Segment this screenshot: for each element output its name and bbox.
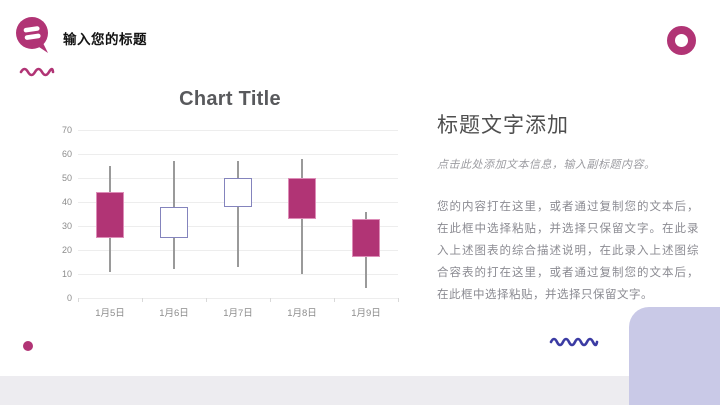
y-tick-label: 60 [61,149,72,159]
corner-rectangle-decoration [629,307,720,405]
y-tick-label: 10 [61,269,72,279]
panel-body-placeholder[interactable]: 您的内容打在这里，或者通过复制您的文本后，在此框中选择粘贴，并选择只保留文字。在… [437,201,699,301]
chart-title: Chart Title [179,88,281,110]
gridline [78,130,398,131]
chart-plot-area: 0 10 20 30 40 50 60 70 1月5日 1月6日 1月7日 1月8日 1月9日 [62,125,399,319]
slide-title-placeholder[interactable]: 输入您的标题 [63,31,147,47]
blue-squiggle-decoration [549,331,599,354]
candle-body [352,218,380,258]
magenta-dot-decoration [23,341,33,351]
pink-squiggle-decoration [19,62,55,83]
donut-circle-decoration [667,26,696,55]
y-tick-label: 0 [66,293,72,303]
y-tick-label: 50 [61,173,72,183]
panel-heading-placeholder[interactable]: 标题文字添加 [437,114,569,137]
x-axis-tick [334,298,335,302]
x-axis-tick [270,298,271,302]
footer-strip [0,376,720,405]
y-tick-label: 20 [61,245,72,255]
x-axis-tick [78,298,79,302]
x-tick-label: 1月7日 [223,308,253,319]
y-tick-label: 70 [61,125,72,135]
gridline [78,154,398,155]
candle-body [96,192,124,238]
panel-subtitle-placeholder[interactable]: 点击此处添加文本信息，输入副标题内容。 [437,159,656,171]
gridline [78,298,398,299]
slide-header: 输入您的标题 [15,16,147,59]
x-tick-label: 1月5日 [95,308,125,319]
y-tick-label: 40 [61,197,72,207]
y-tick-label: 30 [61,221,72,231]
candle-body [288,178,316,219]
candlestick-chart[interactable]: Chart Title 0 10 20 30 40 50 60 70 1月5日 1月6日 1月7日 1… [50,88,410,323]
candle-body [160,206,188,238]
x-tick-label: 1月9日 [351,308,381,319]
text-panel: 标题文字添加 点击此处添加文本信息，输入副标题内容。 您的内容打在这里，或者通过… [437,112,699,306]
gridline [78,274,398,275]
x-tick-label: 1月8日 [287,308,317,319]
x-tick-label: 1月6日 [159,308,189,319]
x-axis-tick [206,298,207,302]
x-axis-tick [142,298,143,302]
x-axis-tick [398,298,399,302]
candle-wick [237,161,239,267]
candle-body [224,178,252,207]
speech-bubble-icon [15,16,51,59]
